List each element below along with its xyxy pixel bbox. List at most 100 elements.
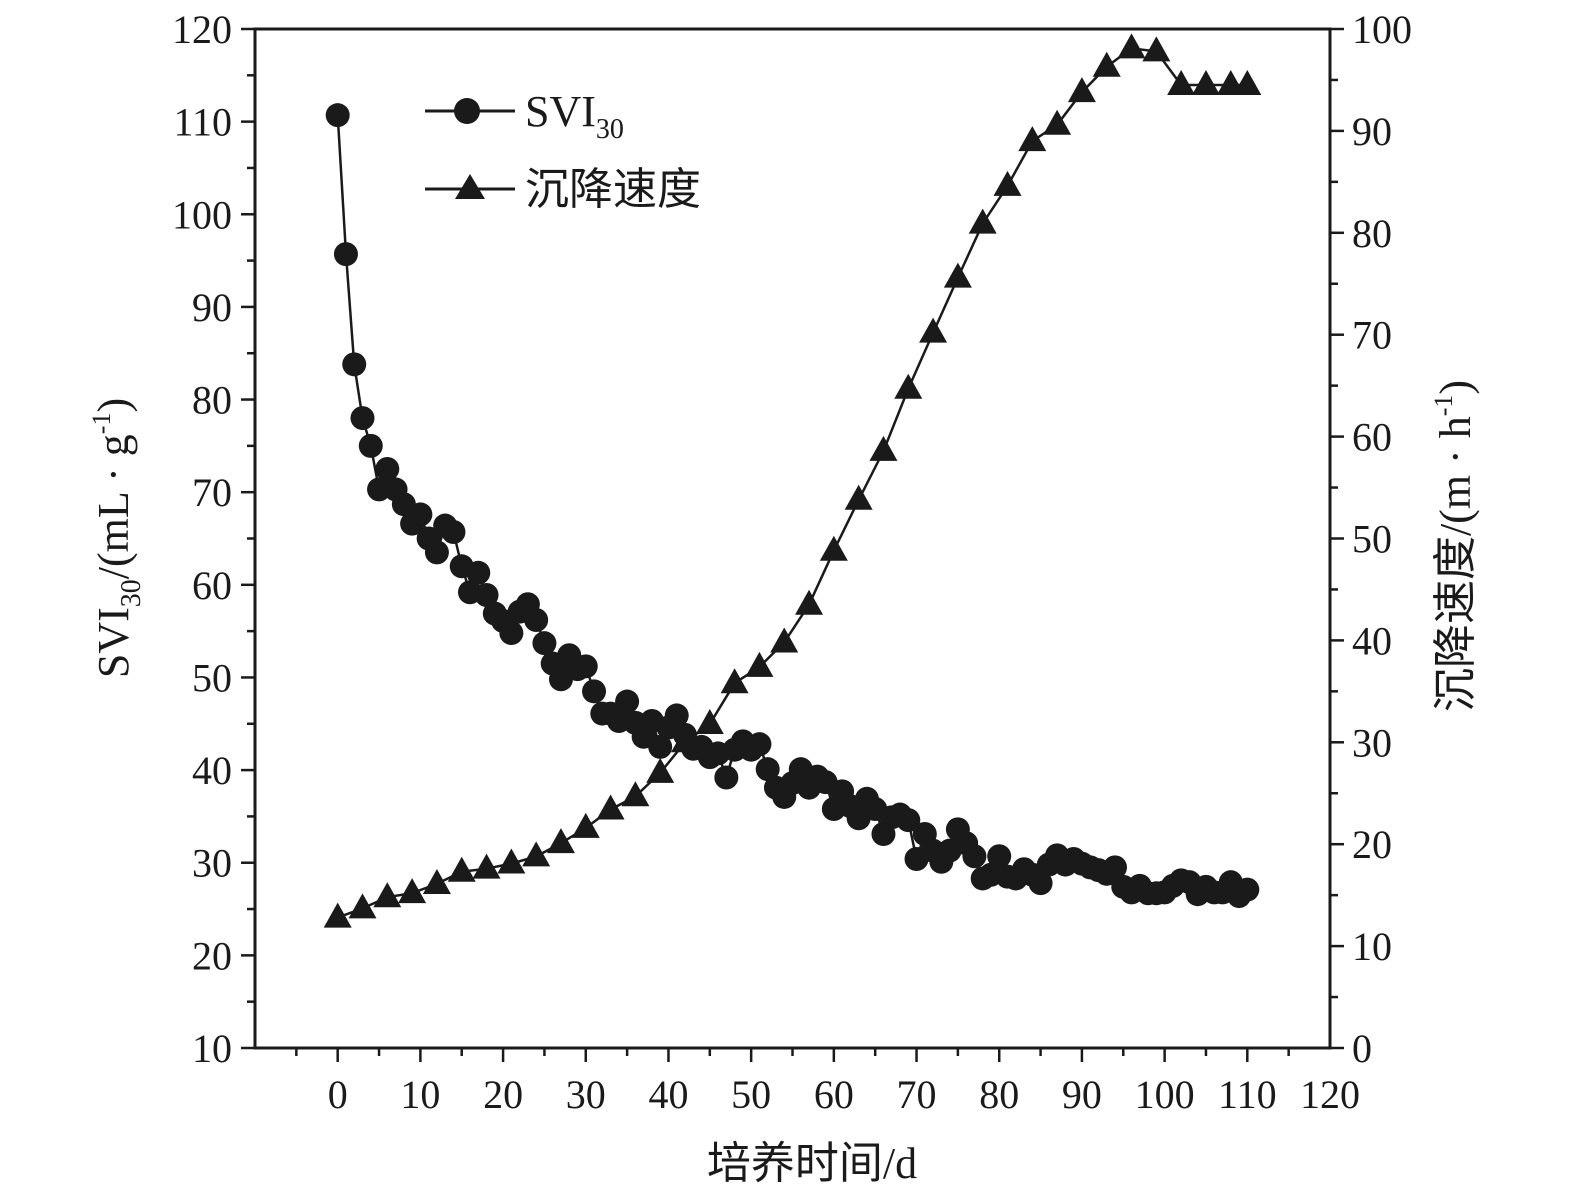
x-tick-label: 120 [1300, 1072, 1360, 1117]
svi30-series [325, 103, 1260, 909]
svi30-point [615, 689, 640, 714]
y-tick-label: 30 [192, 841, 232, 886]
x-tick-label: 110 [1218, 1072, 1277, 1117]
y-tick-label: 110 [173, 100, 232, 145]
speed-point [1167, 70, 1196, 96]
speed-point [968, 208, 997, 234]
speed-point [1117, 33, 1146, 59]
speed-point [993, 170, 1022, 196]
svi30-point [350, 406, 375, 431]
svi30-point [747, 732, 772, 757]
y2-tick-label: 40 [1352, 618, 1392, 663]
speed-point [646, 757, 675, 783]
legend-speed-label: 沉降速度 [525, 165, 701, 214]
svi30-point [987, 844, 1012, 869]
svi30-point [648, 734, 673, 759]
speed-point [1191, 70, 1220, 96]
speed-point [1067, 77, 1096, 103]
speed-point [720, 668, 749, 694]
x-tick-label: 90 [1062, 1072, 1102, 1117]
svi30-point [524, 608, 549, 633]
svi30-point [408, 502, 433, 527]
y-tick-label: 20 [192, 933, 232, 978]
y-tick-label: 80 [192, 378, 232, 423]
y-tick-label: 50 [192, 655, 232, 700]
svi30-point [755, 757, 780, 782]
x-tick-label: 10 [400, 1072, 440, 1117]
y-tick-label: 40 [192, 748, 232, 793]
speed-point [919, 317, 948, 343]
speed-point [546, 828, 575, 854]
svi30-point [424, 540, 449, 565]
speed-point [1142, 36, 1171, 62]
svi30-point [582, 679, 607, 704]
speed-point [671, 727, 699, 753]
y-tick-label: 90 [192, 285, 232, 330]
tick-marks [241, 27, 1344, 1062]
x-tick-label: 80 [979, 1072, 1019, 1117]
speed-point [398, 878, 427, 904]
speed-point [596, 794, 625, 820]
x-tick-label: 40 [648, 1072, 688, 1117]
svi30-point [466, 560, 491, 585]
speed-point [745, 651, 774, 677]
y-tick-label: 120 [172, 7, 232, 52]
speed-point [1092, 51, 1121, 77]
y2-tick-label: 10 [1352, 924, 1392, 969]
svi30-point [1103, 855, 1127, 880]
svi30-point [573, 654, 598, 679]
x-tick-label: 0 [328, 1072, 348, 1117]
svi30-point [1235, 877, 1260, 902]
svi30-point [358, 433, 383, 458]
speed-point [472, 853, 501, 879]
x-tick-label: 100 [1135, 1072, 1195, 1117]
speed-point [844, 484, 873, 510]
tick-labels: 0 10 20 30 40 50 60 70 80 90 100 110 120102030405060… [172, 7, 1412, 1117]
y2-tick-label: 90 [1352, 109, 1392, 154]
speed-point [422, 868, 451, 894]
speed-point [348, 893, 377, 919]
y2-tick-label: 50 [1352, 517, 1392, 562]
y2-tick-label: 0 [1352, 1026, 1372, 1071]
speed-point [795, 589, 824, 615]
x-tick-label: 50 [731, 1072, 771, 1117]
x-tick-label: 60 [814, 1072, 854, 1117]
speed-point [943, 262, 972, 288]
speed-point [323, 902, 352, 928]
y2-tick-label: 30 [1352, 720, 1392, 765]
y-tick-label: 10 [192, 1026, 232, 1071]
svi30-point [1028, 871, 1053, 896]
x-tick-label: 70 [897, 1072, 937, 1117]
speed-point [522, 841, 551, 867]
speed-point [819, 535, 848, 561]
svi30-point [333, 242, 358, 267]
x-tick-label: 20 [483, 1072, 523, 1117]
speed-point [373, 882, 402, 908]
speed-point [621, 781, 650, 807]
speed-point [447, 856, 476, 882]
speed-point [894, 373, 923, 399]
svi30-point [474, 583, 499, 608]
y2-tick-label: 80 [1352, 211, 1392, 256]
y2-tick-label: 60 [1352, 415, 1392, 460]
y-axis-title: SVI30/(mL · g-1) [87, 398, 147, 678]
svi30-point [367, 477, 392, 502]
svi30-point [325, 103, 350, 128]
svi30-point [664, 703, 689, 728]
speed-point [1233, 70, 1262, 96]
speed-point [497, 848, 526, 874]
svi30-point [532, 631, 557, 656]
svi30-point [714, 765, 739, 790]
y2-tick-label: 20 [1352, 822, 1392, 867]
speed-series [323, 33, 1262, 928]
y-tick-label: 60 [192, 563, 232, 608]
svi30-point [962, 844, 987, 869]
legend: SVI30 沉降速度 [425, 87, 701, 214]
y-tick-label: 70 [192, 470, 232, 515]
legend-svi-label: SVI30 [525, 87, 624, 145]
x-tick-label: 30 [566, 1072, 606, 1117]
legend-svi-marker [454, 98, 480, 124]
y-tick-label: 100 [172, 192, 232, 237]
svi30-point [499, 620, 524, 645]
x-axis-title: 培养时间/d [707, 1139, 917, 1188]
